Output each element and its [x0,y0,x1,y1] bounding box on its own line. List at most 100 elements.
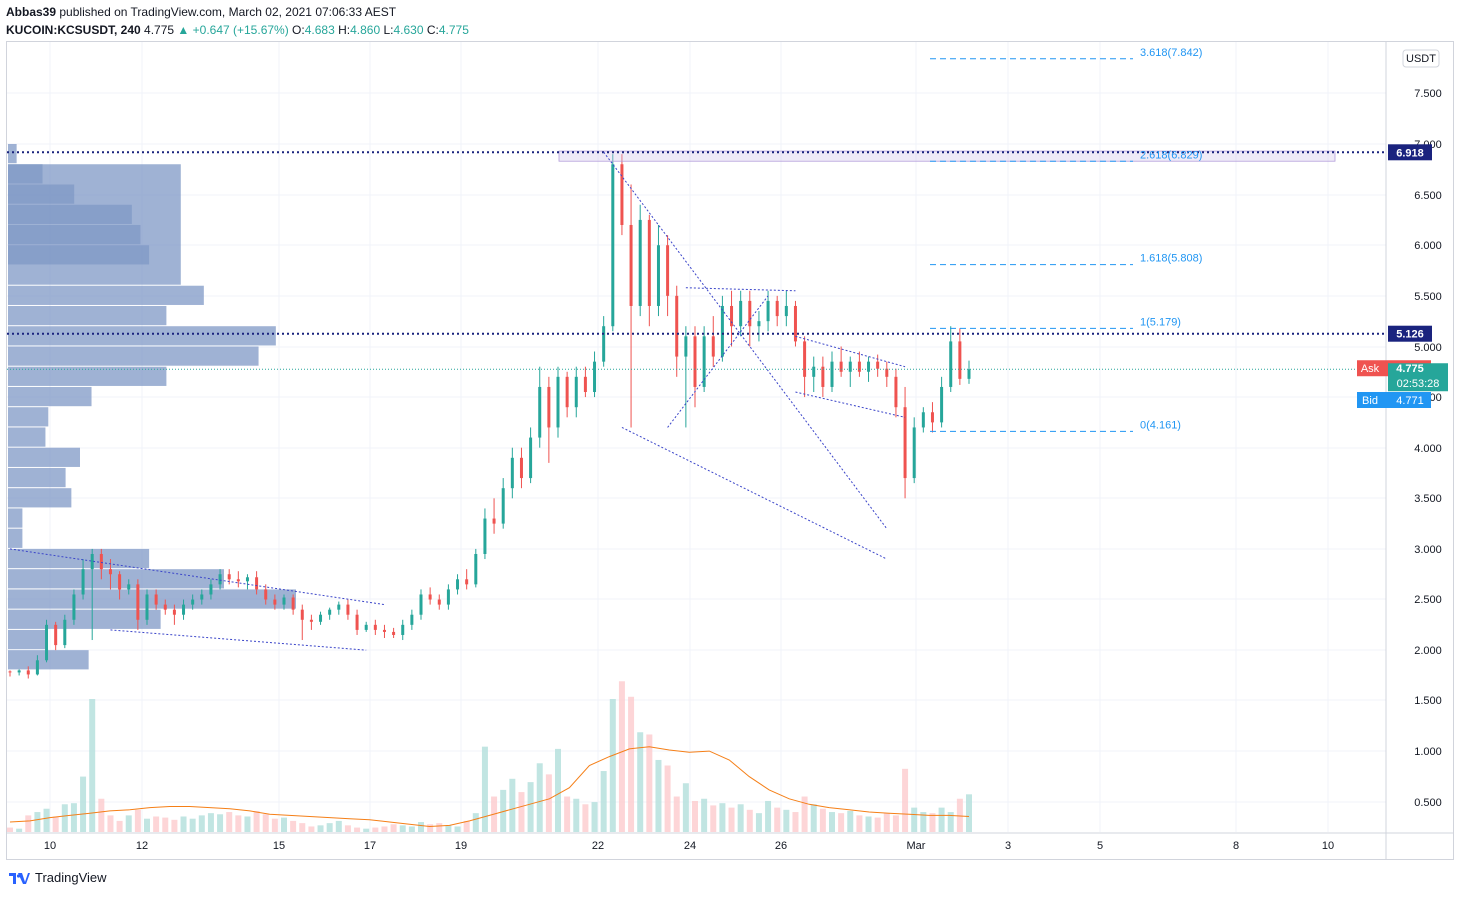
candle [593,351,597,398]
symbol-line: KUCOIN:KCSUSDT, 240 4.775 ▲ +0.647 (+15.… [6,23,469,37]
volume-profile-bar [8,285,204,305]
x-tick-label: 17 [364,840,376,852]
volume-bar [290,820,297,832]
volume-bar [153,816,160,832]
y-tick-label: 6.000 [1414,240,1442,252]
candle-body [501,488,505,524]
trendline [603,151,888,529]
volume-bar [80,776,87,832]
volume-bar [207,813,214,832]
candle [519,447,523,489]
high-value: 4.860 [350,23,381,37]
candle-body [812,366,816,377]
candle-body [136,584,140,620]
candle [492,498,496,534]
volume-bar [783,809,790,832]
low-label: L: [383,23,394,37]
candle-body [693,336,697,387]
x-tick-label: 22 [592,840,604,852]
tradingview-brand[interactable]: TradingView [8,870,107,885]
candle-body [127,584,131,590]
close-value: 4.775 [438,23,469,37]
drawings: 3.618(7.842) 2.618(6.829) 1.618(5.808) 1(5.… [7,47,1386,651]
volume-ma-line [9,746,970,828]
price-axis: 7.5007.0006.5006.0005.5005.0004.5004.000… [7,42,1454,859]
volume-profile-bar [8,427,46,447]
volume-bar [682,783,689,832]
volume-bar [829,812,835,832]
candle-body [337,604,341,610]
volume-bar [299,823,306,832]
candle [876,354,880,377]
volume-bar [966,794,972,832]
candle-body [602,326,606,362]
candle-body [492,518,496,524]
candle [803,336,807,398]
candle [26,666,30,679]
candle [757,311,761,342]
candle-body [775,300,779,317]
candle [456,574,460,595]
candle [739,290,743,337]
candle [309,614,313,630]
volume-bar [938,807,945,832]
volume-bar [144,818,150,832]
candle-body [437,599,441,605]
candle-body [702,336,706,387]
candle-body [154,594,158,605]
volume-bar [856,815,863,832]
candle-body [730,305,734,327]
candle [90,548,94,641]
volume-bar [61,804,68,832]
candle-body [200,594,204,600]
candle [227,569,231,585]
candle [821,356,825,398]
symbol-name: KUCOIN:KCSUSDT, 240 [6,23,141,37]
fib-level-label: 1.618(5.808) [1140,253,1202,265]
volume-bar [34,812,41,832]
trendline [795,391,906,418]
volume-bar [70,803,77,832]
candle [145,589,149,625]
volume-bar [801,796,808,832]
author-name[interactable]: Abbas39 [6,5,57,19]
volume-bar [628,696,635,832]
y-tick-label: 2.000 [1414,645,1442,657]
volume-bar [472,813,479,832]
volume-bar [162,817,169,832]
volume-bar [847,810,854,832]
candle-body [949,341,953,387]
candle-body [446,589,450,605]
candle-body [410,614,414,625]
volume-profile-bar [8,569,224,589]
candle [273,594,277,610]
volume-bar [418,822,424,832]
candle-body [218,574,222,585]
candle-body [172,609,176,615]
candle-body [830,361,834,387]
volume-bar [390,824,397,832]
volume-profile-bar [8,144,17,164]
candle [136,579,140,630]
volume-bar [746,809,753,832]
candle [547,376,551,463]
candle [127,579,131,595]
volume-profile [8,144,296,670]
level-price-tag [1388,144,1432,161]
candle [17,669,21,676]
candle-body [583,376,587,393]
fib-level-label: 2.618(6.829) [1140,149,1202,161]
candle [328,607,332,620]
candle [163,599,167,615]
candle [702,326,706,393]
volume-bar [481,746,488,832]
candle-body [81,569,85,595]
candle-body [538,386,542,438]
candle [446,584,450,610]
candle-body [593,361,597,393]
candle [921,407,925,433]
candle [8,670,12,677]
candle-body [273,599,277,605]
candle [419,589,423,620]
